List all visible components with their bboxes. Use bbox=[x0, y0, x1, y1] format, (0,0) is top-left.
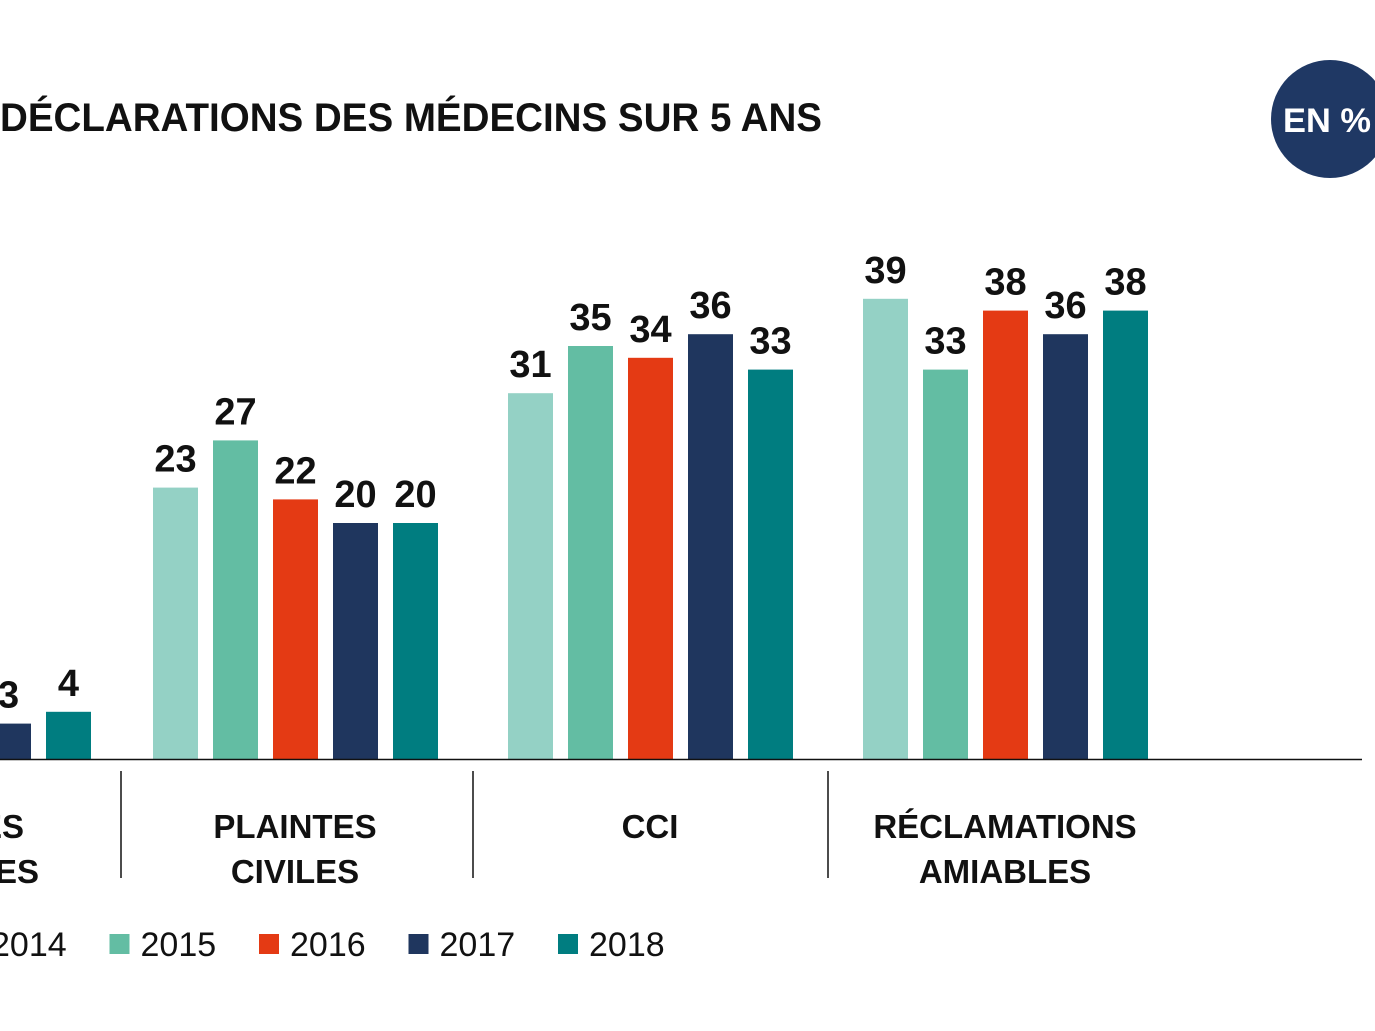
data-label: 35 bbox=[569, 297, 611, 339]
bar-2016 bbox=[628, 357, 673, 759]
legend-label: 2018 bbox=[589, 926, 665, 964]
data-label: 34 bbox=[629, 309, 671, 351]
category-label: LES bbox=[0, 853, 39, 890]
data-label: 39 bbox=[864, 250, 906, 292]
legend-label: 2015 bbox=[141, 926, 217, 964]
legend: 2014 2015 2016 2017 2018 bbox=[0, 926, 665, 964]
bars: 3 4 23 27 22 20 20 31 35 34 36 33 39 33 38 36 38 bbox=[0, 250, 1148, 759]
bar-2016 bbox=[983, 310, 1028, 759]
bar-2014 bbox=[863, 298, 908, 759]
chart-title: DÉCLARATIONS DES MÉDECINS SUR 5 ANS bbox=[0, 95, 822, 140]
data-label: 4 bbox=[58, 663, 79, 705]
category-label: AMIABLES bbox=[919, 853, 1091, 890]
category-label: CIVILES bbox=[231, 853, 359, 890]
legend-label: 2016 bbox=[290, 926, 366, 964]
bar-2014 bbox=[508, 393, 553, 759]
data-label: 27 bbox=[214, 391, 256, 433]
data-label: 36 bbox=[1044, 285, 1086, 327]
category-separators bbox=[120, 771, 829, 878]
data-label: 23 bbox=[154, 439, 196, 481]
data-label: 38 bbox=[984, 262, 1026, 304]
bar-2014 bbox=[153, 487, 198, 759]
data-label: 36 bbox=[689, 285, 731, 327]
legend-swatch-2015 bbox=[109, 934, 130, 954]
legend-label: 2017 bbox=[440, 926, 516, 964]
unit-badge: EN % bbox=[1271, 60, 1375, 178]
category-label: CCI bbox=[622, 808, 679, 845]
bar-2015 bbox=[923, 369, 968, 759]
bar-2017 bbox=[0, 723, 31, 759]
category-label: ES bbox=[0, 808, 24, 845]
bar-2017 bbox=[688, 334, 733, 759]
bar-2018 bbox=[748, 369, 793, 759]
data-label: 22 bbox=[274, 450, 316, 492]
bar-2016 bbox=[273, 499, 318, 759]
legend-swatch-2016 bbox=[259, 934, 279, 954]
bar-2017 bbox=[333, 523, 378, 759]
category-labels: ES LES PLAINTES CIVILES CCI RÉCLAMATIONS AMIAB… bbox=[0, 808, 1137, 890]
legend-swatch-2017 bbox=[408, 934, 429, 954]
bar-2017 bbox=[1043, 334, 1088, 759]
bar-2018 bbox=[46, 711, 91, 759]
bar-2015 bbox=[568, 346, 613, 759]
bar-2018 bbox=[393, 523, 438, 759]
data-label: 33 bbox=[749, 321, 791, 363]
data-label: 31 bbox=[509, 344, 551, 386]
badge-circle bbox=[1271, 60, 1375, 178]
badge-text: EN % bbox=[1283, 102, 1371, 140]
data-label: 20 bbox=[334, 474, 376, 516]
category-label: RÉCLAMATIONS bbox=[873, 808, 1136, 845]
legend-label: 2014 bbox=[0, 926, 67, 964]
bar-2018 bbox=[1103, 310, 1148, 759]
data-label: 20 bbox=[394, 474, 436, 516]
data-label: 38 bbox=[1104, 262, 1146, 304]
bar-2015 bbox=[213, 440, 258, 759]
legend-swatch-2018 bbox=[558, 934, 578, 954]
data-label: 3 bbox=[0, 675, 19, 717]
category-label: PLAINTES bbox=[213, 808, 376, 845]
data-label: 33 bbox=[924, 321, 966, 363]
